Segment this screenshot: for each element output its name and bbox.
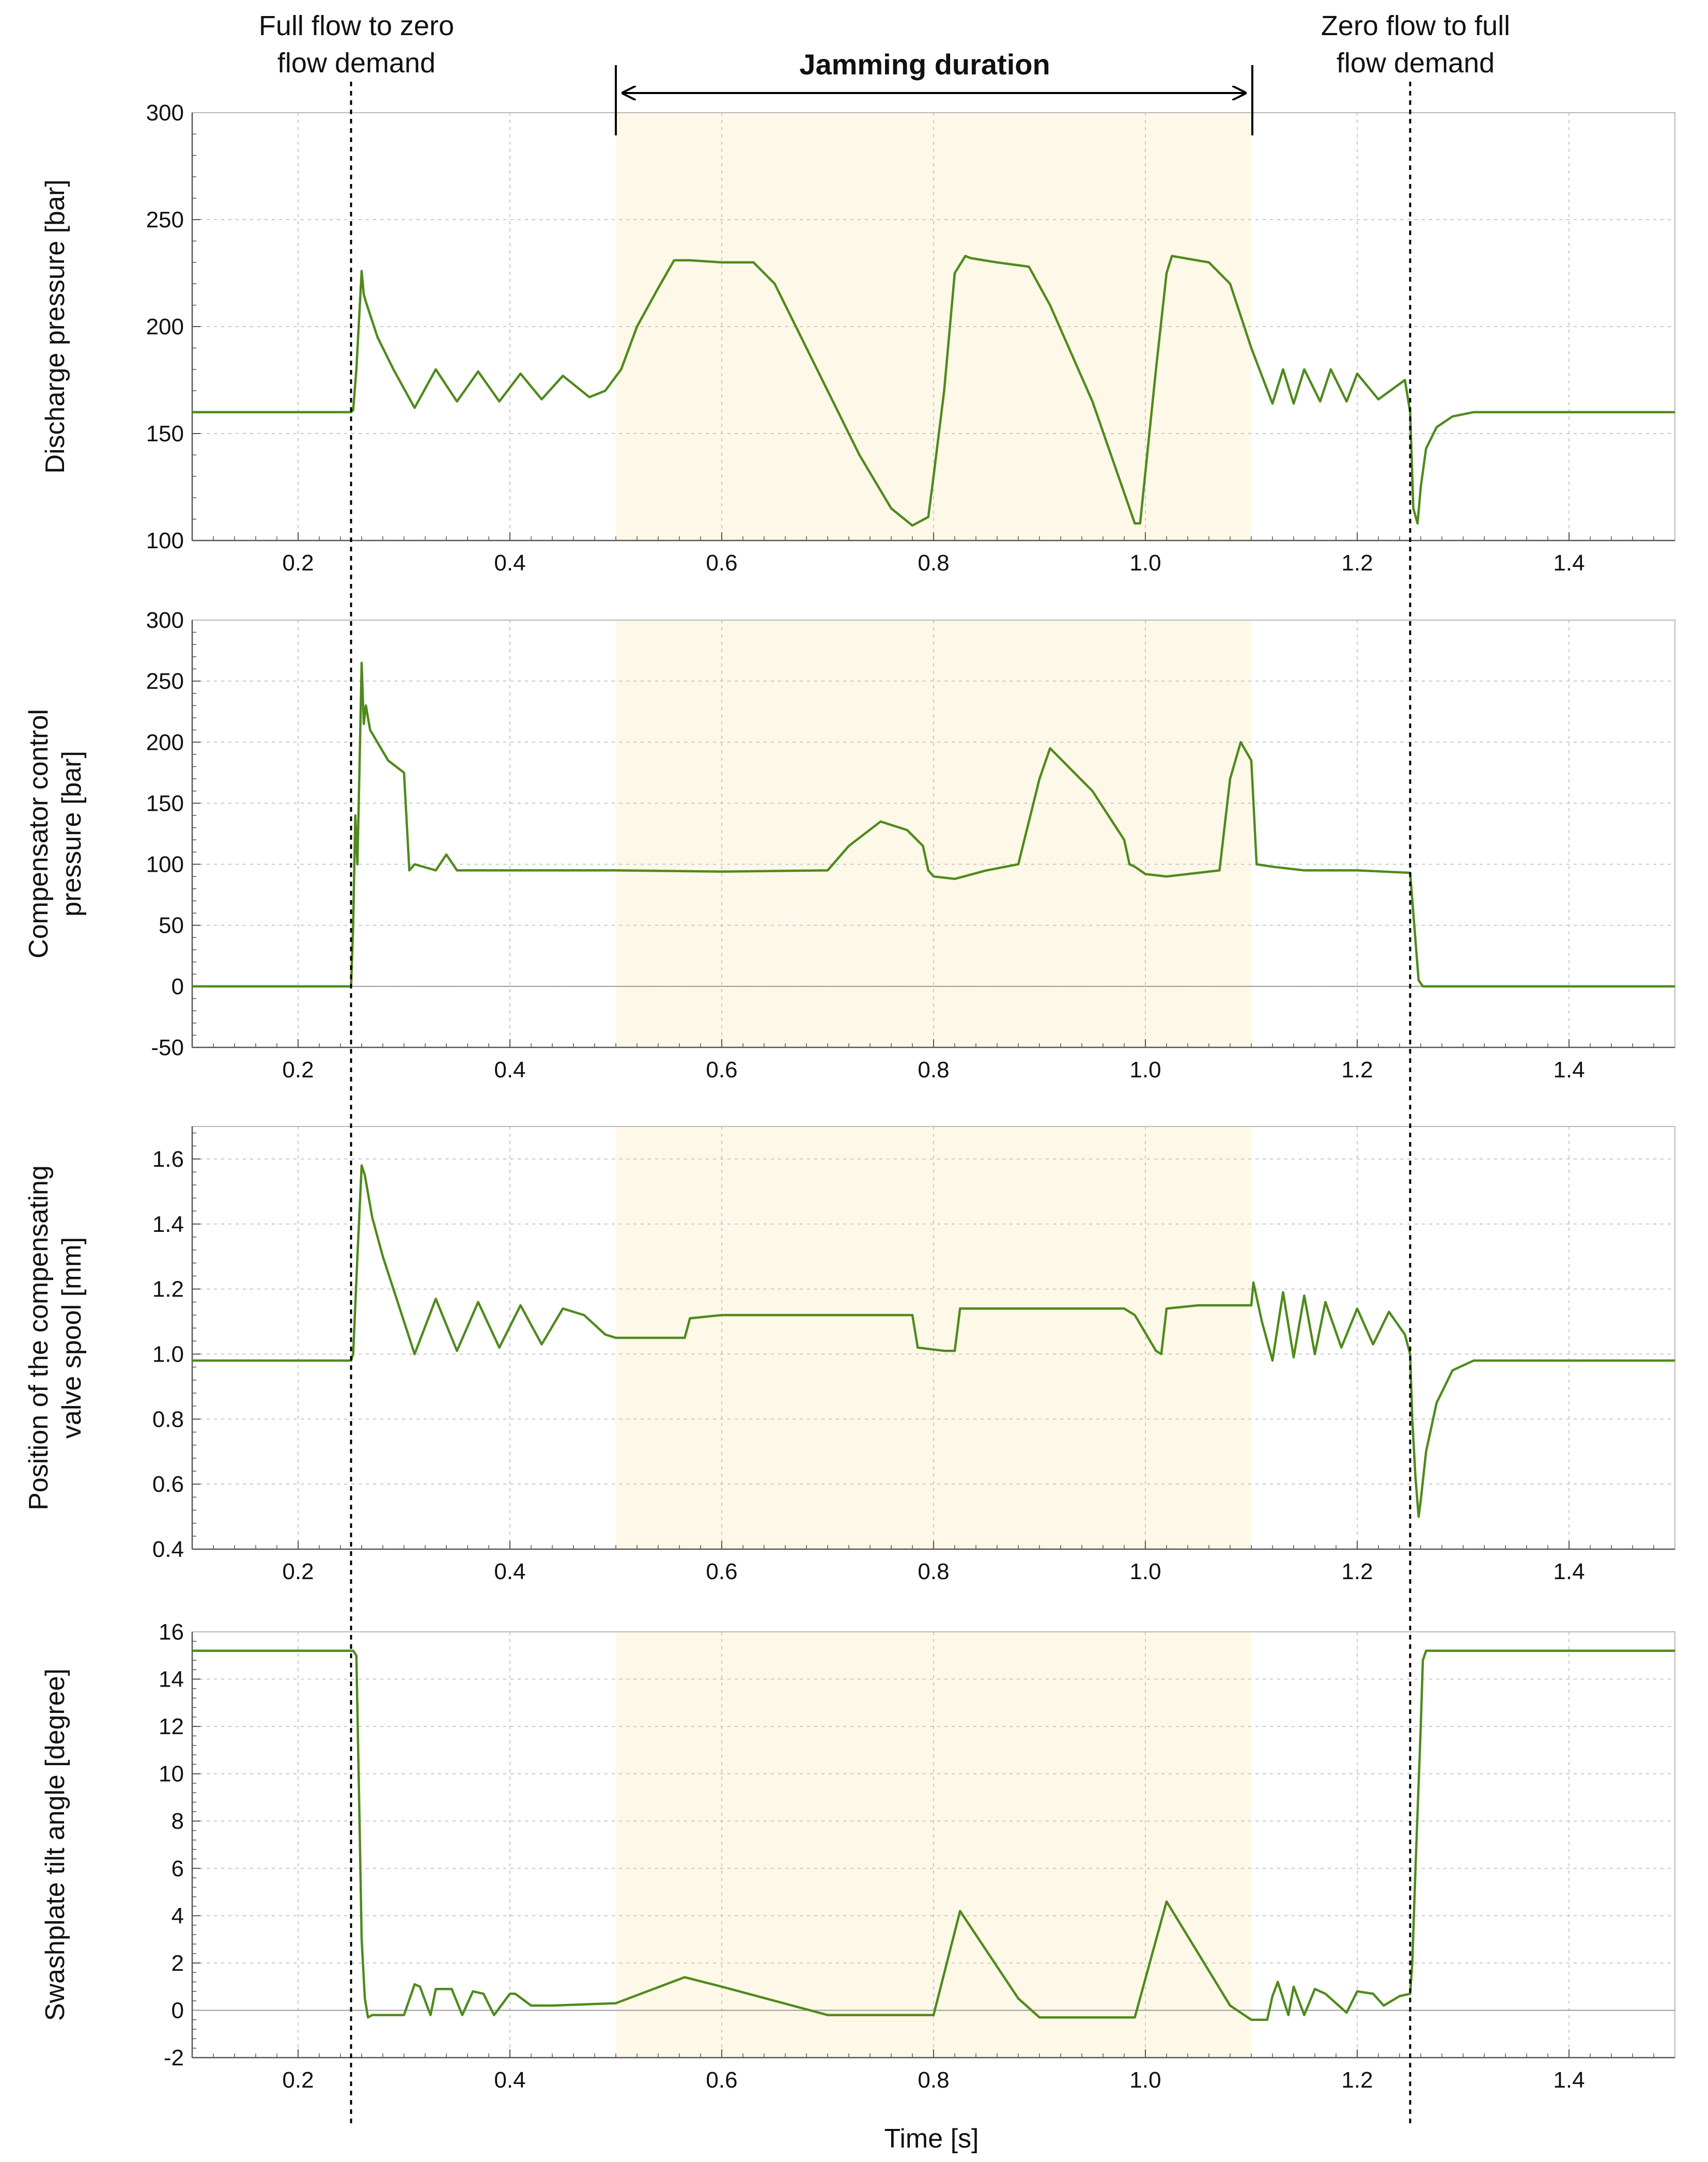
y-axis-label: Discharge pressure [bar]	[40, 179, 70, 473]
y-tick-label: 1.2	[152, 1277, 184, 1302]
x-tick-label: 0.4	[494, 1559, 525, 1584]
y-tick-label: 0	[172, 1998, 184, 2023]
series-line	[192, 1164, 1675, 1518]
x-tick-label: 1.0	[1129, 1559, 1161, 1584]
y-tick-label: 150	[146, 421, 184, 446]
x-axis-label: Time [s]	[884, 2124, 979, 2154]
y-tick-label: 1.6	[152, 1147, 184, 1172]
x-tick-label: 0.2	[282, 550, 314, 576]
x-tick-label: 0.2	[282, 1057, 314, 1083]
y-tick-label: -50	[151, 1035, 184, 1060]
panel-4: 0.2 0.4 0.6 0.8 1.0 1.2 1.4 -2 0 2 4 6 8 10 12 14 16 Swas…	[40, 1619, 1675, 2093]
x-tick-label: 1.4	[1553, 2067, 1585, 2093]
y-tick-label: 200	[146, 314, 184, 339]
y-tick-label: 4	[172, 1903, 184, 1928]
y-tick-label: 1.4	[152, 1212, 184, 1237]
event-right-label-line1: Zero flow to full	[1321, 10, 1510, 41]
x-tick-label: 1.0	[1129, 2067, 1161, 2093]
y-tick-label: 0.8	[152, 1407, 184, 1432]
y-tick-label: 1.0	[152, 1341, 184, 1367]
y-tick-label: 12	[159, 1714, 184, 1739]
y-axis-label: Compensator control	[24, 709, 54, 959]
x-tick-label: 0.2	[282, 1559, 314, 1584]
y-axis-label: valve spool [mm]	[57, 1237, 87, 1439]
y-tick-label: 250	[146, 207, 184, 233]
x-tick-label: 1.4	[1553, 1559, 1585, 1584]
panel-2: 0.2 0.4 0.6 0.8 1.0 1.2 1.4 -50 0 50 100 150 200 250 3…	[24, 608, 1675, 1083]
x-tick-label: 1.4	[1553, 550, 1585, 576]
y-tick-label: 0.4	[152, 1537, 184, 1562]
panel-3: 0.2 0.4 0.6 0.8 1.0 1.2 1.4 0.4 0.6 0.8 1.0 1.2 1.4 1…	[24, 1126, 1675, 1584]
x-tick-label: 0.8	[918, 2067, 949, 2093]
y-tick-label: 16	[159, 1619, 184, 1645]
x-tick-label: 0.6	[706, 1559, 737, 1584]
x-tick-label: 0.8	[918, 1057, 949, 1083]
y-tick-label: 300	[146, 100, 184, 126]
x-tick-label: 1.0	[1129, 1057, 1161, 1083]
y-tick-label: 6	[172, 1856, 184, 1881]
x-tick-label: 0.8	[918, 550, 949, 576]
y-tick-label: 100	[146, 852, 184, 877]
y-axis-label: Swashplate tilt angle [degree]	[40, 1669, 70, 2021]
y-tick-label: 50	[159, 913, 184, 938]
event-left-label-line1: Full flow to zero	[259, 10, 454, 41]
y-tick-label: 0.6	[152, 1472, 184, 1497]
x-tick-label: 1.0	[1129, 550, 1161, 576]
x-tick-label: 0.4	[494, 550, 525, 576]
x-tick-label: 1.2	[1341, 1559, 1373, 1584]
x-tick-label: 0.4	[494, 1057, 525, 1083]
y-axis-label: Position of the compensating	[24, 1165, 54, 1510]
y-tick-label: 250	[146, 669, 184, 694]
x-tick-label: 0.6	[706, 550, 737, 576]
x-tick-label: 1.2	[1341, 1057, 1373, 1083]
x-tick-label: 0.6	[706, 1057, 737, 1083]
x-tick-label: 0.8	[918, 1559, 949, 1584]
chart-panels: 0.2 0.4 0.6 0.8 1.0 1.2 1.4100150200250300Disc…	[24, 100, 1675, 2093]
y-tick-label: 2	[172, 1951, 184, 1976]
series-line	[192, 1649, 1675, 2021]
y-tick-label: -2	[164, 2045, 184, 2071]
y-axis-label: pressure [bar]	[57, 751, 87, 917]
x-tick-label: 0.6	[706, 2067, 737, 2093]
jamming-duration-label: Jamming duration	[799, 48, 1050, 81]
y-tick-label: 150	[146, 791, 184, 816]
series-line	[192, 661, 1675, 988]
y-tick-label: 14	[159, 1667, 184, 1692]
x-tick-label: 0.4	[494, 2067, 525, 2093]
event-right-label-line2: flow demand	[1337, 48, 1495, 79]
event-left-label-line2: flow demand	[277, 48, 436, 79]
y-tick-label: 300	[146, 608, 184, 633]
x-tick-label: 1.2	[1341, 2067, 1373, 2093]
y-tick-label: 200	[146, 730, 184, 755]
y-tick-label: 0	[172, 974, 184, 999]
x-tick-label: 1.2	[1341, 550, 1373, 576]
x-tick-label: 0.2	[282, 2067, 314, 2093]
y-tick-label: 100	[146, 528, 184, 553]
annotation-overlay: Full flow to zero flow demand Zero flow …	[259, 10, 1510, 2154]
y-tick-label: 8	[172, 1809, 184, 1834]
series-line	[192, 255, 1675, 527]
x-tick-label: 1.4	[1553, 1057, 1585, 1083]
y-tick-label: 10	[159, 1762, 184, 1787]
panel-1: 0.2 0.4 0.6 0.8 1.0 1.2 1.4 100 150 200 250 300 Disc…	[40, 100, 1675, 576]
